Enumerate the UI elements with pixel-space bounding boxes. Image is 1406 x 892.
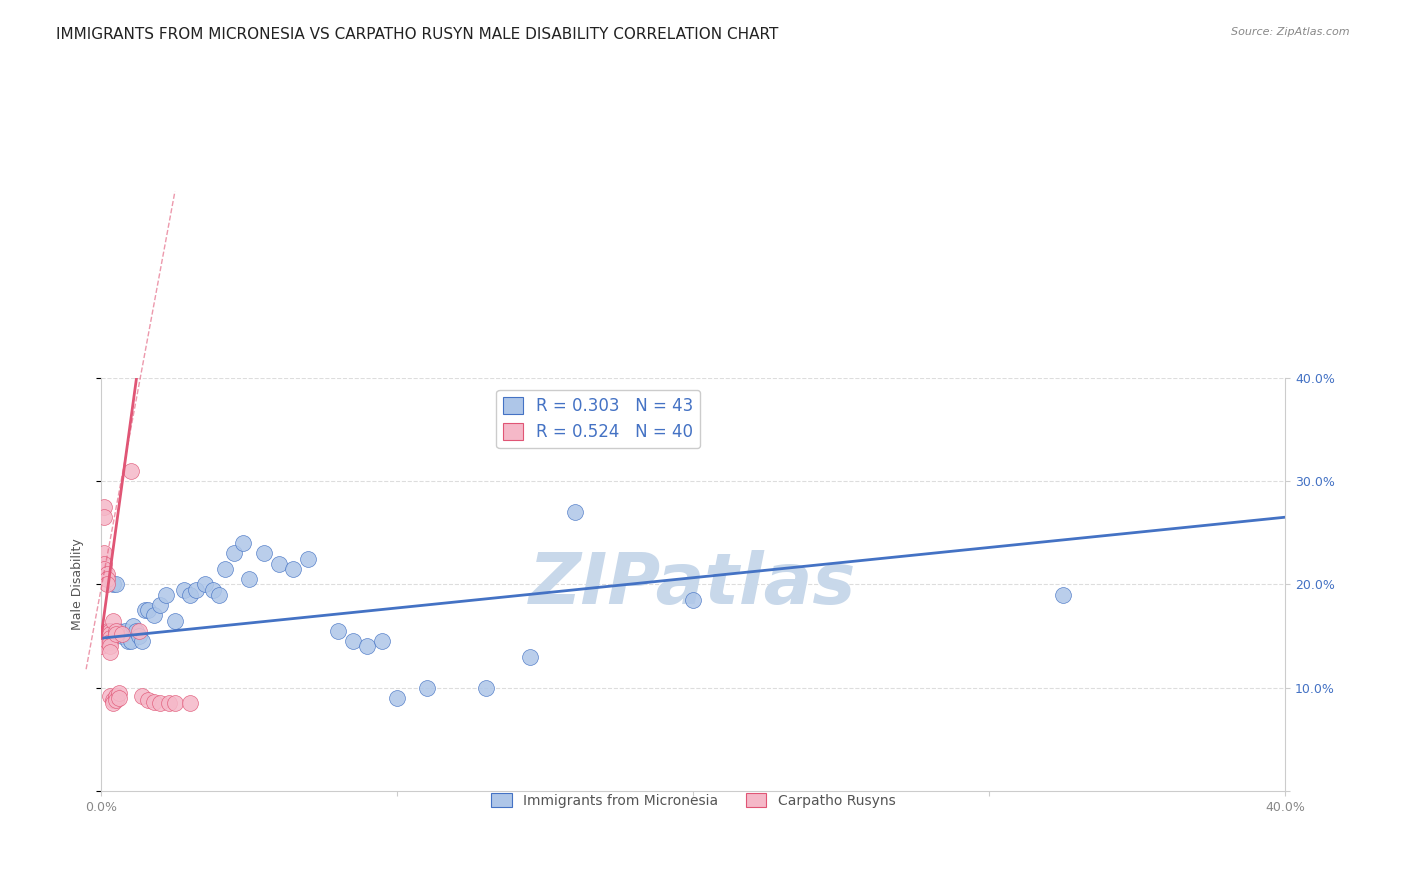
Point [93,562,115,576]
Point [98,635,121,649]
Point [342,634,364,648]
Point [98,689,121,703]
Point [267,557,290,571]
Point [232,536,254,550]
Point [128,629,150,643]
Point [90,640,112,654]
Point [104,624,127,638]
Point [101,577,124,591]
Point [143,695,166,709]
Point [149,697,172,711]
Point [134,603,156,617]
Point [98,624,121,638]
Point [98,627,121,641]
Point [564,505,586,519]
Point [371,634,394,648]
Point [125,624,148,638]
Point [96,629,118,643]
Point [93,510,115,524]
Point [98,645,121,659]
Point [519,649,541,664]
Point [283,562,305,576]
Point [101,697,124,711]
Point [104,577,127,591]
Text: IMMIGRANTS FROM MICRONESIA VS CARPATHO RUSYN MALE DISABILITY CORRELATION CHART: IMMIGRANTS FROM MICRONESIA VS CARPATHO R… [56,27,779,42]
Point [104,627,127,641]
Text: ZIPatlas: ZIPatlas [529,550,856,619]
Point [111,627,134,641]
Point [202,582,225,597]
Point [96,624,118,638]
Point [107,691,129,706]
Legend: Immigrants from Micronesia, Carpatho Rusyns: Immigrants from Micronesia, Carpatho Rus… [485,788,901,814]
Point [131,634,153,648]
Point [682,593,704,607]
Point [179,697,201,711]
Point [122,619,145,633]
Point [326,624,349,638]
Point [1052,588,1074,602]
Point [214,562,236,576]
Point [96,572,118,586]
Point [96,567,118,582]
Point [238,572,260,586]
Point [107,624,129,638]
Point [128,624,150,638]
Point [224,546,246,560]
Text: Source: ZipAtlas.com: Source: ZipAtlas.com [1232,27,1350,37]
Point [111,629,134,643]
Point [101,693,124,707]
Point [143,608,166,623]
Point [297,551,319,566]
Point [96,634,118,648]
Y-axis label: Male Disability: Male Disability [72,539,84,631]
Point [104,693,127,707]
Point [208,588,231,602]
Point [96,577,118,591]
Point [98,624,121,638]
Point [173,582,195,597]
Point [149,598,172,612]
Point [93,557,115,571]
Point [90,634,112,648]
Point [120,464,142,478]
Point [136,693,159,707]
Point [131,689,153,703]
Point [98,631,121,645]
Point [179,588,201,602]
Point [98,640,121,654]
Point [117,634,139,648]
Point [107,686,129,700]
Point [163,697,186,711]
Point [136,603,159,617]
Point [184,582,207,597]
Point [120,634,142,648]
Point [157,697,180,711]
Point [415,681,437,695]
Point [163,614,186,628]
Point [356,640,378,654]
Point [193,577,215,591]
Point [93,500,115,514]
Point [253,546,276,560]
Point [93,546,115,560]
Point [104,689,127,703]
Point [385,691,408,706]
Point [90,629,112,643]
Point [475,681,498,695]
Point [155,588,177,602]
Point [101,614,124,628]
Point [114,624,136,638]
